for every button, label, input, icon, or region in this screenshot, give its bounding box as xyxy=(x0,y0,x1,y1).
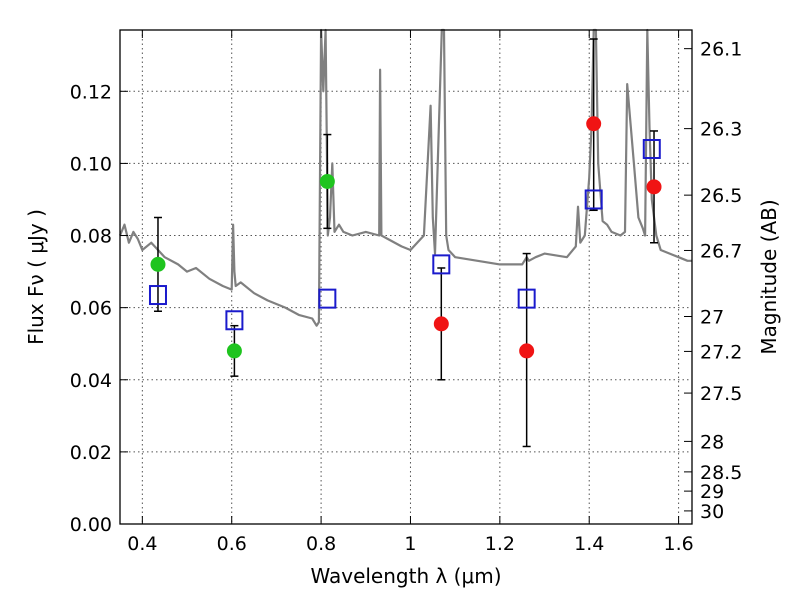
y2-tick-label: 28 xyxy=(700,431,724,453)
data-point xyxy=(433,316,449,332)
y-tick-label: 0.06 xyxy=(70,298,112,320)
y-tick-label: 0.12 xyxy=(70,81,112,103)
data-point xyxy=(226,343,242,359)
y-tick-labels: 0.00 0.02 0.04 0.06 0.08 0.10 0.12 xyxy=(70,81,112,536)
y2-tick-label: 26.5 xyxy=(700,185,742,207)
model-square xyxy=(584,189,603,210)
x-tick-label: 0.8 xyxy=(306,533,336,555)
x-tick-label: 1.6 xyxy=(663,533,693,555)
data-point xyxy=(519,343,535,359)
data-point xyxy=(150,256,166,272)
y2-tick-label: 29 xyxy=(700,481,724,503)
x-tick-label: 1 xyxy=(404,533,416,555)
model-square xyxy=(432,254,451,275)
x-axis-label: Wavelength λ (μm) xyxy=(310,564,501,588)
plot-frame xyxy=(119,29,693,525)
spectrum-layer xyxy=(118,28,692,327)
model-square xyxy=(225,310,244,331)
y-tick-label: 0.02 xyxy=(70,442,112,464)
y-tick-label: 0.00 xyxy=(70,514,112,536)
model-square xyxy=(318,288,337,309)
data-point xyxy=(646,179,662,195)
y-tick-label: 0.10 xyxy=(70,153,112,175)
y-tick-label: 0.08 xyxy=(70,226,112,248)
x-tick-label: 0.6 xyxy=(217,533,247,555)
y2-tick-label: 26.1 xyxy=(700,39,742,61)
y2-tick-label: 26.3 xyxy=(700,119,742,141)
y2-tick-label: 27.2 xyxy=(700,341,742,363)
y-axis-label: Flux Fν ( μJy ) xyxy=(24,209,48,345)
y2-tick-label: 26.7 xyxy=(700,240,742,262)
model-square xyxy=(517,288,536,309)
data-point xyxy=(319,173,335,189)
data-marks xyxy=(148,38,662,448)
model-square xyxy=(642,138,661,159)
data-point xyxy=(586,116,602,132)
x-tick-labels: 0.4 0.6 0.8 1 1.2 1.4 1.6 xyxy=(127,533,693,555)
x-tick-label: 1.2 xyxy=(485,533,515,555)
y2-tick-label: 28.5 xyxy=(700,462,742,484)
x-tick-label: 0.4 xyxy=(127,533,157,555)
y2-tick-label: 27.5 xyxy=(700,383,742,405)
spectrum-line xyxy=(118,28,692,327)
model-square xyxy=(148,285,167,306)
y2-tick-label: 27 xyxy=(700,307,724,329)
y2-tick-label: 30 xyxy=(700,501,724,523)
y2-axis-label: Magnitude (AB) xyxy=(757,199,781,354)
x-tick-label: 1.4 xyxy=(574,533,604,555)
y-tick-label: 0.04 xyxy=(70,370,112,392)
tick-marks xyxy=(120,30,692,525)
